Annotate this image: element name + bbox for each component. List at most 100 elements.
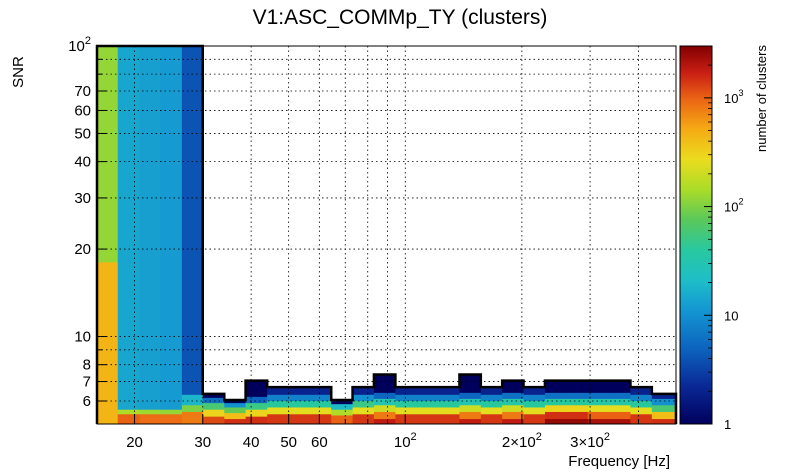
x-axis-label: Frequency [Hz] xyxy=(568,453,670,470)
heatmap-cell-f5 xyxy=(202,393,225,399)
heatmap-cell-f13 xyxy=(373,419,396,425)
heatmap-cell-f25 xyxy=(630,400,653,408)
heatmap-cell-f19 xyxy=(502,405,524,413)
heatmap-cell-f16 xyxy=(438,387,460,396)
heatmap-cell-f4 xyxy=(181,394,204,406)
heatmap-cell-f13 xyxy=(373,411,396,420)
heatmap-cell-f3 xyxy=(160,414,183,425)
heatmap-cell-f9 xyxy=(288,394,311,402)
heatmap-cell-f7 xyxy=(245,380,268,398)
heatmap-cell-f15 xyxy=(416,407,439,415)
heatmap-cell-f14 xyxy=(395,394,418,402)
heatmap-cell-f17 xyxy=(459,405,482,413)
heatmap-cell-f10 xyxy=(309,394,332,402)
x-tick-label: 20 xyxy=(126,434,143,451)
heatmap-cell-f20 xyxy=(523,394,546,402)
heatmap-cell-f0 xyxy=(97,46,119,263)
heatmap-cell-f24 xyxy=(609,419,631,425)
heatmap-cell-f17 xyxy=(459,419,482,425)
heatmap-cell-f19 xyxy=(502,380,524,394)
heatmap-cell-f25 xyxy=(630,387,653,396)
heatmap-cell-f22 xyxy=(566,398,589,406)
colorbar-tick-label: 103 xyxy=(724,88,743,106)
heatmap-cell-f20 xyxy=(523,414,546,425)
chart-title: V1:ASC_COMMp_TY (clusters) xyxy=(253,6,548,29)
heatmap-cell-f4 xyxy=(181,46,204,396)
heatmap-cell-f26 xyxy=(651,419,677,425)
heatmap-cell-f11 xyxy=(331,404,353,411)
heatmap-cell-f20 xyxy=(523,407,546,415)
heatmap-cell-f19 xyxy=(502,398,524,406)
heatmap-cell-f11 xyxy=(331,409,353,416)
heatmap-cell-f22 xyxy=(566,419,589,425)
heatmap-cell-f7 xyxy=(245,409,268,418)
heatmap-cell-f9 xyxy=(288,407,311,415)
heatmap-cell-f26 xyxy=(651,411,677,420)
heatmap-cell-f1 xyxy=(117,414,140,425)
heatmap-cell-f1 xyxy=(117,409,140,415)
y-tick-label: 6 xyxy=(83,393,91,410)
heatmap-cell-f15 xyxy=(416,394,439,402)
heatmap-cell-f2 xyxy=(139,46,161,411)
colorbar-tick-label: 102 xyxy=(724,197,743,215)
heatmap-cell-f18 xyxy=(480,400,503,408)
x-tick-label: 102 xyxy=(394,431,417,451)
x-tick-label: 30 xyxy=(194,434,211,451)
heatmap-cell-f15 xyxy=(416,400,439,408)
heatmap-cell-f22 xyxy=(566,411,589,420)
heatmap-cell-f8 xyxy=(267,400,290,408)
heatmap-cell-f10 xyxy=(309,387,332,396)
heatmap-cell-f20 xyxy=(523,400,546,408)
occupancy-outline xyxy=(95,44,678,424)
heatmap-cell-f24 xyxy=(609,405,631,413)
heatmap-cell-f21 xyxy=(544,405,567,413)
heatmap-cell-f2 xyxy=(139,409,161,415)
heatmap-cell-f17 xyxy=(459,392,482,400)
heatmap-cell-f21 xyxy=(544,392,567,400)
x-tick-label: 3×102 xyxy=(570,431,610,451)
heatmap-cell-f11 xyxy=(331,399,353,405)
x-tick-label: 60 xyxy=(311,434,328,451)
heatmap-cell-f6 xyxy=(224,399,246,404)
heatmap-cell-f9 xyxy=(288,400,311,408)
y-tick-label: 20 xyxy=(74,241,91,258)
heatmap-cell-f13 xyxy=(373,374,396,394)
heatmap-cell-f24 xyxy=(609,380,631,394)
heatmap-cell-f19 xyxy=(502,392,524,400)
heatmap-cell-f0 xyxy=(97,262,119,425)
heatmap-cell-f5 xyxy=(202,409,225,418)
heatmap-cell-f22 xyxy=(566,405,589,413)
heatmap-cell-f22 xyxy=(566,380,589,394)
heatmap-cell-f23 xyxy=(587,411,610,420)
heatmap-cell-f12 xyxy=(352,394,375,402)
colorbar xyxy=(679,45,713,425)
heatmap-cell-f7 xyxy=(245,416,268,425)
heatmap-cell-f3 xyxy=(160,46,183,411)
heatmap-cell-f26 xyxy=(651,398,677,406)
heatmap-cell-f8 xyxy=(267,394,290,402)
heatmap-cell-f17 xyxy=(459,411,482,420)
heatmap-cell-f23 xyxy=(587,405,610,413)
heatmap-cell-f20 xyxy=(523,387,546,396)
heatmap-cell-f23 xyxy=(587,380,610,394)
heatmap-cell-f16 xyxy=(438,407,460,415)
heatmap-cell-f3 xyxy=(160,409,183,415)
heatmap-cell-f16 xyxy=(438,414,460,425)
y-axis-ticks: 6 78 10 20 30 40 50 60 70 102 xyxy=(68,35,107,410)
heatmap-cell-f10 xyxy=(309,400,332,408)
y-tick-label: 102 xyxy=(68,35,91,55)
heatmap-cell-f17 xyxy=(459,398,482,406)
heatmap-cell-f23 xyxy=(587,392,610,400)
heatmap-cell-f9 xyxy=(288,414,311,425)
heatmap-cell-f10 xyxy=(309,407,332,415)
heatmap-cell-f4 xyxy=(181,411,204,425)
heatmap-cell-f24 xyxy=(609,398,631,406)
y-tick-label: 60 xyxy=(74,102,91,119)
heatmap-cell-f21 xyxy=(544,398,567,406)
heatmap-cell-f16 xyxy=(438,394,460,402)
heatmap-cell-f13 xyxy=(373,398,396,406)
colorbar-tick-label: 1 xyxy=(724,417,731,432)
heatmap-cell-f19 xyxy=(502,419,524,425)
grid-lines xyxy=(97,46,676,424)
heatmap-cell-f12 xyxy=(352,414,375,425)
